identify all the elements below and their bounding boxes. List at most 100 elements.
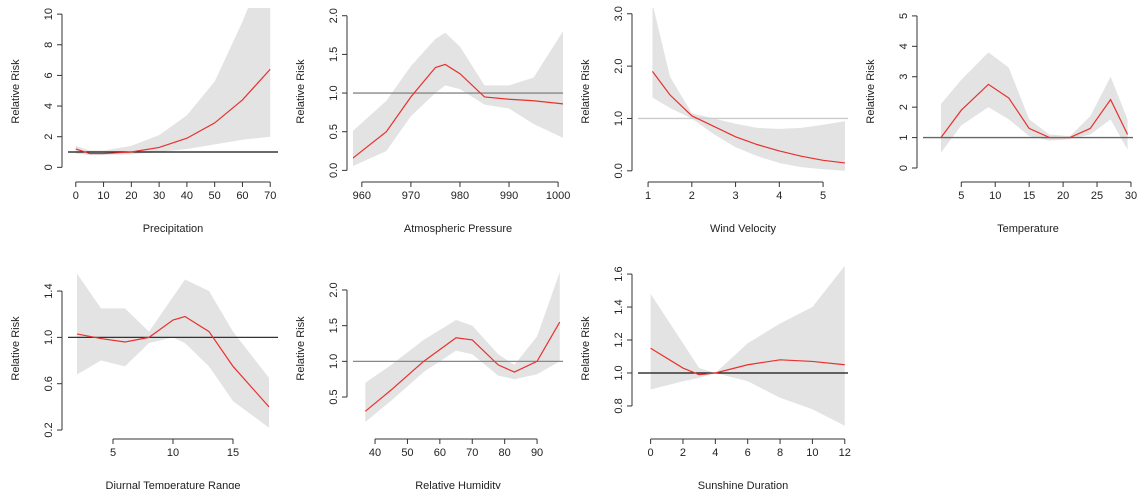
y-tick-label: 0.5 xyxy=(328,389,340,404)
x-axis-label: Temperature xyxy=(997,223,1059,235)
x-tick-label: 970 xyxy=(402,190,420,202)
x-tick-label: 80 xyxy=(499,447,511,459)
y-tick-label: 1 xyxy=(898,135,910,141)
x-tick-label: 5 xyxy=(110,447,116,459)
estimate-line xyxy=(75,68,271,155)
y-tick-label: 5 xyxy=(898,13,910,19)
x-tick-label: 70 xyxy=(264,190,276,202)
y-tick-label: 1.4 xyxy=(43,283,55,298)
y-tick-label: 1.0 xyxy=(328,354,340,369)
plot-area xyxy=(923,52,1133,153)
confidence-band xyxy=(75,8,271,156)
y-tick-label: 2.0 xyxy=(613,58,625,73)
y-axis-label: Relative Risk xyxy=(295,59,307,124)
y-axis-label: Relative Risk xyxy=(10,316,22,381)
y-tick-label: 1.0 xyxy=(328,85,340,100)
x-tick-label: 10 xyxy=(806,447,818,459)
y-axis-label: Relative Risk xyxy=(580,59,592,124)
x-tick-label: 5 xyxy=(958,190,964,202)
y-tick-label: 8 xyxy=(43,42,55,48)
y-axis-label: Relative Risk xyxy=(580,316,592,381)
y-tick-label: 2.0 xyxy=(328,282,340,297)
y-tick-label: 2 xyxy=(43,134,55,140)
plot-area xyxy=(353,272,563,423)
x-axis-label: Precipitation xyxy=(143,223,204,235)
x-tick-label: 3 xyxy=(733,190,739,202)
y-tick-label: 0.6 xyxy=(43,376,55,391)
y-tick-label: 0.0 xyxy=(613,163,625,178)
x-tick-label: 1000 xyxy=(546,190,570,202)
estimate-line xyxy=(364,321,561,412)
plot-area xyxy=(353,31,563,167)
x-tick-label: 60 xyxy=(434,447,446,459)
y-tick-label: 1.5 xyxy=(328,318,340,333)
plot-area xyxy=(68,8,278,156)
plot-area xyxy=(68,273,278,428)
panel: 40 50 60 70 80 90 0.5 1.0 1.5 2.0 Relative Humidit… xyxy=(295,272,563,489)
x-tick-label: 20 xyxy=(1057,190,1069,202)
x-tick-label: 20 xyxy=(125,190,137,202)
estimate-line xyxy=(353,63,563,159)
y-tick-label: 3.0 xyxy=(613,6,625,21)
y-tick-label: 2.0 xyxy=(328,8,340,23)
x-tick-label: 10 xyxy=(97,190,109,202)
panel: 5 10 15 20 25 30 0 1 2 3 4 5 Temperature Relative Ris… xyxy=(865,13,1137,235)
y-tick-label: 1.5 xyxy=(328,47,340,62)
y-tick-label: 0.0 xyxy=(328,163,340,178)
plot-area xyxy=(638,8,848,171)
y-tick-label: 1.0 xyxy=(613,111,625,126)
x-axis-label: Diurnal Temperature Range xyxy=(106,480,241,489)
x-tick-label: 25 xyxy=(1091,190,1103,202)
y-tick-label: 6 xyxy=(43,72,55,78)
x-axis-label: Wind Velocity xyxy=(710,223,777,235)
x-tick-label: 4 xyxy=(776,190,782,202)
y-axis-label: Relative Risk xyxy=(10,59,22,124)
panel: 0 10 20 30 40 50 60 70 0 2 4 6 8 10 Precipitation Relat… xyxy=(10,8,278,235)
y-tick-label: 1.0 xyxy=(43,330,55,345)
y-tick-label: 2 xyxy=(898,104,910,110)
x-tick-label: 990 xyxy=(500,190,518,202)
confidence-band xyxy=(77,273,269,428)
confidence-band xyxy=(652,8,845,171)
estimate-line xyxy=(76,315,270,408)
x-axis-label: Sunshine Duration xyxy=(698,480,789,489)
x-tick-label: 15 xyxy=(227,447,239,459)
y-axis-label: Relative Risk xyxy=(865,59,877,124)
y-tick-label: 1.0 xyxy=(613,365,625,380)
x-tick-label: 0 xyxy=(73,190,79,202)
x-tick-label: 12 xyxy=(839,447,851,459)
estimate-line xyxy=(650,347,845,376)
x-tick-label: 10 xyxy=(989,190,1001,202)
x-tick-label: 960 xyxy=(353,190,371,202)
x-tick-label: 50 xyxy=(401,447,413,459)
x-tick-label: 40 xyxy=(369,447,381,459)
y-tick-label: 1.2 xyxy=(613,332,625,347)
confidence-band xyxy=(940,52,1128,153)
x-tick-label: 6 xyxy=(745,447,751,459)
y-tick-label: 10 xyxy=(43,8,55,20)
x-tick-label: 30 xyxy=(153,190,165,202)
y-tick-label: 0.8 xyxy=(613,398,625,413)
x-tick-label: 10 xyxy=(167,447,179,459)
estimate-line xyxy=(940,83,1129,139)
x-tick-label: 2 xyxy=(680,447,686,459)
y-tick-label: 3 xyxy=(898,74,910,80)
x-tick-label: 8 xyxy=(777,447,783,459)
x-axis-label: Atmospheric Pressure xyxy=(404,223,512,235)
x-tick-label: 30 xyxy=(1125,190,1137,202)
panel: 0 2 4 6 8 10 12 0.8 1.0 1.2 1.4 1.6 Sunshine Duratio… xyxy=(580,265,851,489)
x-tick-label: 50 xyxy=(209,190,221,202)
x-tick-label: 1 xyxy=(645,190,651,202)
x-tick-label: 70 xyxy=(466,447,478,459)
estimate-line xyxy=(651,70,846,164)
y-axis-label: Relative Risk xyxy=(295,316,307,381)
y-tick-label: 0 xyxy=(43,164,55,170)
y-tick-label: 0 xyxy=(898,165,910,171)
panel: 5 10 15 0.2 0.6 1.0 1.4 Diurnal Temperature Ran… xyxy=(10,273,278,489)
y-tick-label: 1.4 xyxy=(613,299,625,314)
panel: 1 2 3 4 5 0.0 1.0 2.0 3.0 Wind Velocity Relative R… xyxy=(580,6,848,235)
y-tick-label: 0.5 xyxy=(328,124,340,139)
confidence-band xyxy=(650,265,845,426)
y-tick-label: 0.2 xyxy=(43,422,55,437)
